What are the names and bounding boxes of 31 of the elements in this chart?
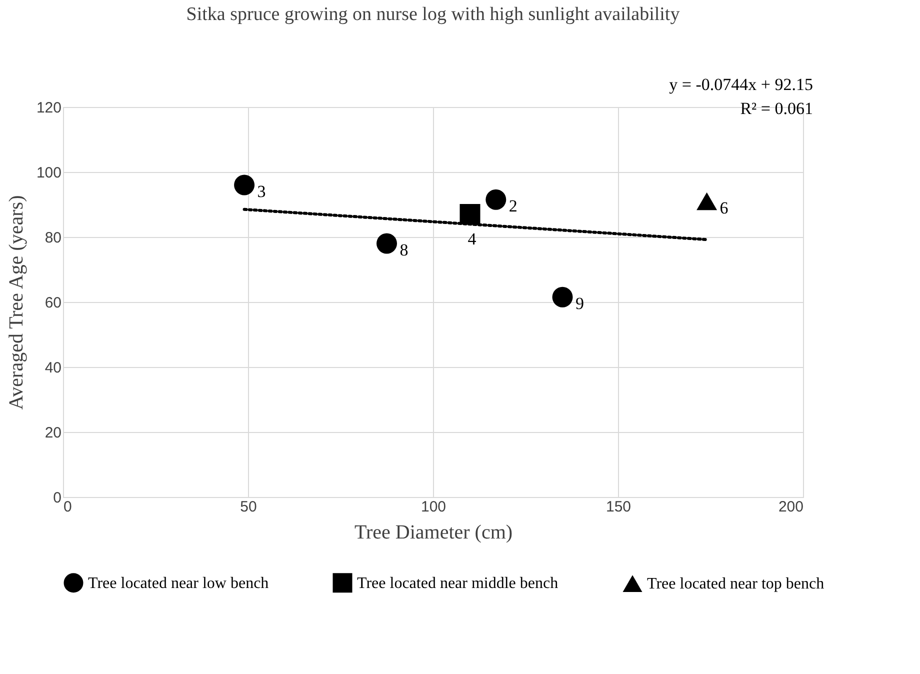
- point: [486, 189, 506, 210]
- y-tick-label: 100: [36, 164, 62, 182]
- y-tick-label: 20: [44, 424, 62, 442]
- annotation: R² = 0.061: [740, 99, 813, 118]
- x-tick-label: 50: [240, 498, 257, 516]
- annotation: 3: [257, 182, 266, 201]
- y-tick-label: 80: [44, 230, 62, 246]
- x-tick-label: 100: [420, 498, 446, 516]
- point: [552, 286, 573, 308]
- x-tick-label: 200: [778, 498, 804, 516]
- y-tick-label: 60: [44, 294, 62, 312]
- legend-label: Tree located near low bench: [88, 574, 269, 592]
- text: y = -0.0744x + 92.15: [669, 75, 813, 94]
- legend-label: Tree located near middle bench: [357, 574, 558, 592]
- x-axis-title: Tree Diameter (cm): [354, 522, 513, 544]
- y-axis-title: Averaged Tree Age (years): [5, 195, 28, 410]
- annotation: 8: [400, 240, 408, 260]
- annotation: 4: [468, 229, 477, 248]
- x-tick-label: 0: [64, 498, 72, 516]
- point: [376, 233, 397, 254]
- chart-title: Sitka spruce growing on nurse log with high sunlight availability: [186, 4, 680, 25]
- point: [234, 174, 255, 196]
- annotation: 2: [508, 196, 518, 216]
- y-tick-label: 40: [44, 360, 62, 376]
- annotation: 6: [720, 198, 728, 218]
- legend-label: Tree located near top bench: [647, 576, 824, 593]
- y-tick-label: 120: [36, 100, 62, 116]
- x-tick-label: 150: [606, 498, 632, 516]
- point: [696, 192, 718, 210]
- annotation: 9: [576, 294, 584, 314]
- point: [460, 204, 480, 224]
